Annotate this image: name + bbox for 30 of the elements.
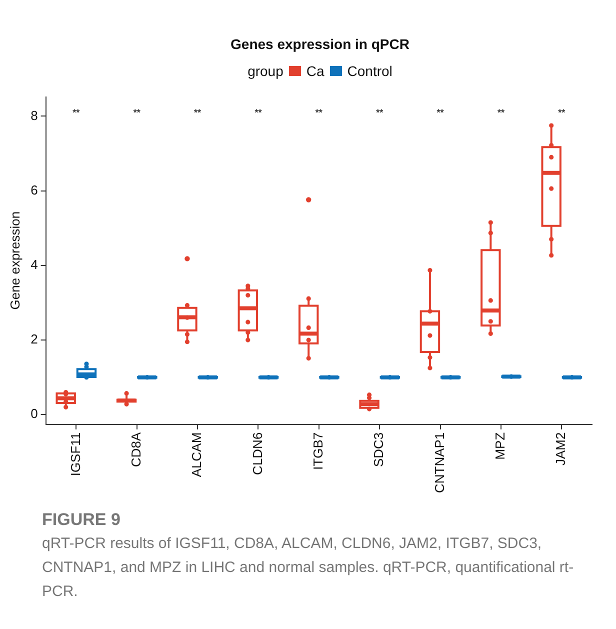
caption: FIGURE 9	[42, 509, 122, 531]
annotation: **	[436, 107, 444, 118]
x-tick-label: IGSF11	[68, 432, 83, 476]
y-tick-label: 0	[30, 406, 38, 422]
annotation: **	[376, 107, 384, 118]
annotation: **	[254, 107, 262, 118]
annotation: **	[558, 107, 566, 118]
legend-label: Control	[347, 63, 392, 79]
x-tick-label: ITGB7	[310, 432, 326, 470]
y-tick-label: 6	[30, 182, 38, 198]
x-tick-label: CLDN6	[250, 432, 265, 475]
x-tick-label: JAM2	[553, 432, 568, 466]
chart-title: Genes expression in qPCR	[230, 36, 410, 52]
x-tick-label: MPZ	[492, 432, 508, 460]
annotation: **	[133, 107, 141, 118]
y-axis-title: Gene expression	[7, 211, 22, 310]
x-tick-label: CD8A	[128, 432, 144, 468]
annotation: **	[315, 107, 323, 118]
annotation: **	[194, 107, 202, 118]
y-tick-label: 4	[30, 256, 38, 272]
x-tick-label: SDC3	[371, 432, 386, 468]
y-tick-label: 8	[30, 108, 38, 123]
text: qRT-PCR results of IGSF11, CD8A, ALCAM, CLDN6, JAM2, ITGB7, SDC3, CNTNAP1, and MPZ in LIHC and normal samples. qRT-PCR, quantificational rt-PCR.	[42, 534, 575, 602]
y-tick-label: 2	[30, 332, 38, 347]
annotation: **	[497, 107, 505, 118]
legend-label: Ca	[306, 63, 324, 79]
x-tick-label: ALCAM	[189, 432, 204, 478]
x-tick-label: CNTNAP1	[432, 432, 447, 494]
annotation: **	[72, 107, 80, 118]
legend-title: group	[248, 63, 284, 79]
